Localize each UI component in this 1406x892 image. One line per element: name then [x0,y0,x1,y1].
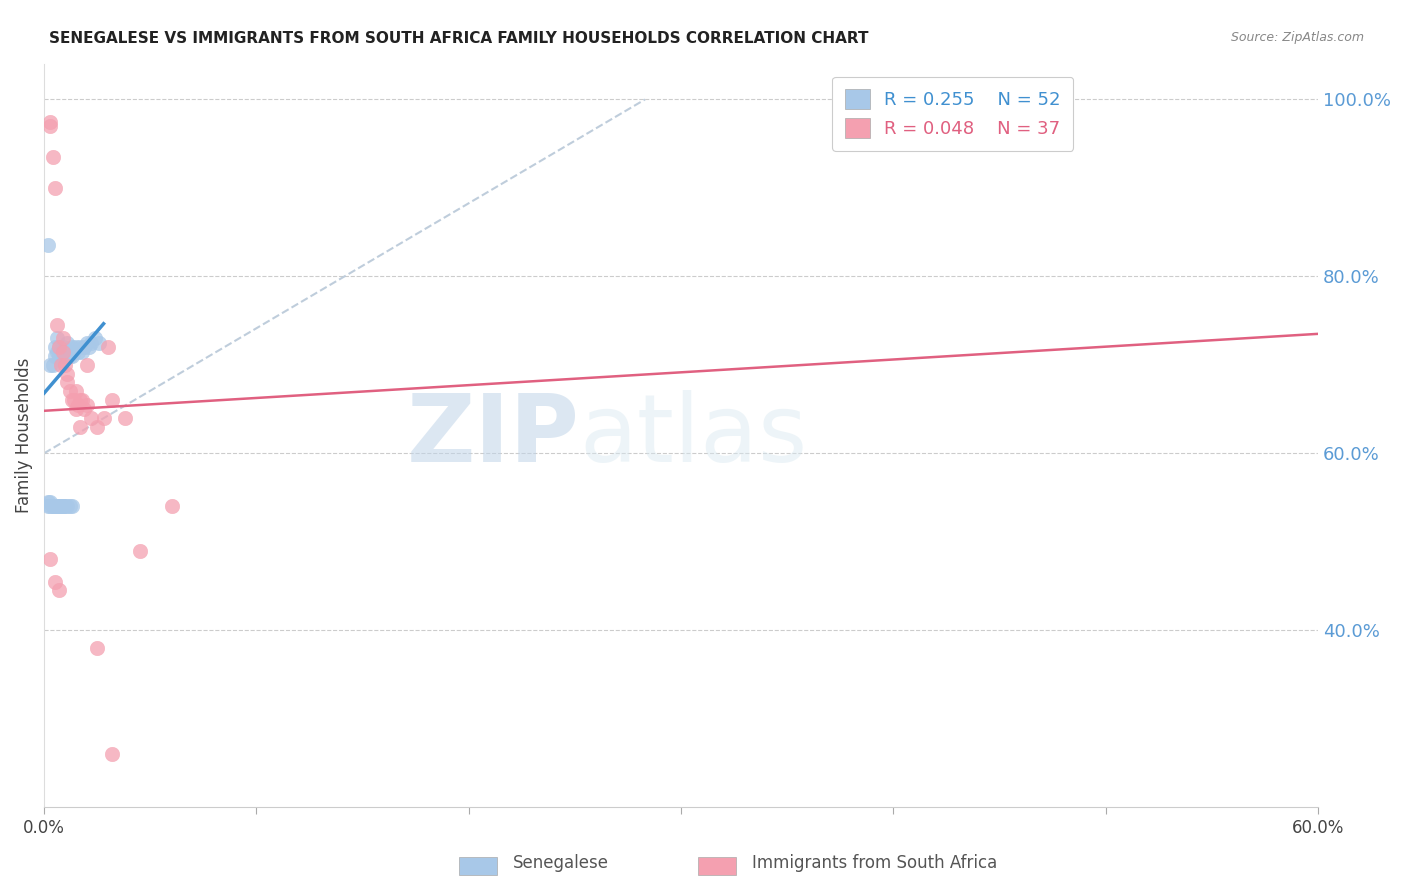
Point [73,402,96,417]
Point [72,393,94,408]
Point [45,500,67,514]
Bar [458,857,498,875]
Point [48,500,70,514]
Point [65,340,87,354]
Text: Source: ZipAtlas.com: Source: ZipAtlas.com [1230,31,1364,45]
Text: atlas: atlas [579,390,807,482]
Point [41,358,63,372]
Text: ZIP: ZIP [406,390,579,482]
Point [52,500,75,514]
Point [52,349,75,363]
Point [86,419,108,434]
Point [39,552,62,566]
Point [37,500,59,514]
Point [44,500,66,514]
Point [48,340,70,354]
Point [60,340,83,354]
Point [84,331,107,345]
Point [49,344,72,359]
Point [86,640,108,655]
Point [76,335,98,350]
Point [76,358,98,372]
Point [48,349,70,363]
Point [60,393,83,408]
Point [44,349,66,363]
Point [56,500,79,514]
Point [128,543,150,558]
Point [37,495,59,509]
Point [44,574,66,589]
Point [41,500,63,514]
Point [45,500,67,514]
Point [49,353,72,368]
Text: Senegalese: Senegalese [513,855,609,872]
Point [37,238,59,252]
Y-axis label: Family Households: Family Households [15,358,32,513]
Point [73,340,96,354]
Point [39,114,62,128]
Point [56,335,79,350]
Point [41,500,63,514]
Point [52,344,75,359]
Point [93,410,115,425]
Bar [699,857,737,875]
Point [63,344,86,359]
Point [80,335,103,350]
Text: Immigrants from South Africa: Immigrants from South Africa [752,855,997,872]
Point [58,349,80,363]
Point [49,500,72,514]
Point [72,344,94,359]
Point [77,340,100,354]
Point [48,500,70,514]
Point [45,344,67,359]
Point [44,181,66,195]
Point [114,410,136,425]
Point [80,410,103,425]
Point [56,349,79,363]
Point [49,500,72,514]
Point [58,384,80,399]
Point [48,340,70,354]
Point [69,393,91,408]
Point [69,340,91,354]
Point [52,331,75,345]
Point [52,500,75,514]
Point [39,500,62,514]
Point [44,500,66,514]
Point [48,583,70,598]
Point [101,393,124,408]
Point [69,419,91,434]
Point [44,340,66,354]
Point [76,398,98,412]
Point [39,358,62,372]
Point [89,335,111,350]
Point [53,358,76,372]
Point [52,340,75,354]
Point [60,500,83,514]
Point [41,150,63,164]
Legend: R = 0.255    N = 52, R = 0.048    N = 37: R = 0.255 N = 52, R = 0.048 N = 37 [832,77,1073,151]
Point [97,340,120,354]
Point [101,747,124,761]
Point [56,376,79,390]
Point [39,495,62,509]
Point [56,367,79,381]
Point [45,318,67,332]
Point [53,344,76,359]
Point [45,331,67,345]
Point [65,402,87,417]
Text: SENEGALESE VS IMMIGRANTS FROM SOUTH AFRICA FAMILY HOUSEHOLDS CORRELATION CHART: SENEGALESE VS IMMIGRANTS FROM SOUTH AFRI… [49,31,869,46]
Point [67,344,90,359]
Point [53,500,76,514]
Point [63,393,86,408]
Point [49,358,72,372]
Point [65,384,87,399]
Point [60,349,83,363]
Point [58,500,80,514]
Point [58,344,80,359]
Point [39,119,62,133]
Point [67,398,90,412]
Point [53,349,76,363]
Point [160,500,183,514]
